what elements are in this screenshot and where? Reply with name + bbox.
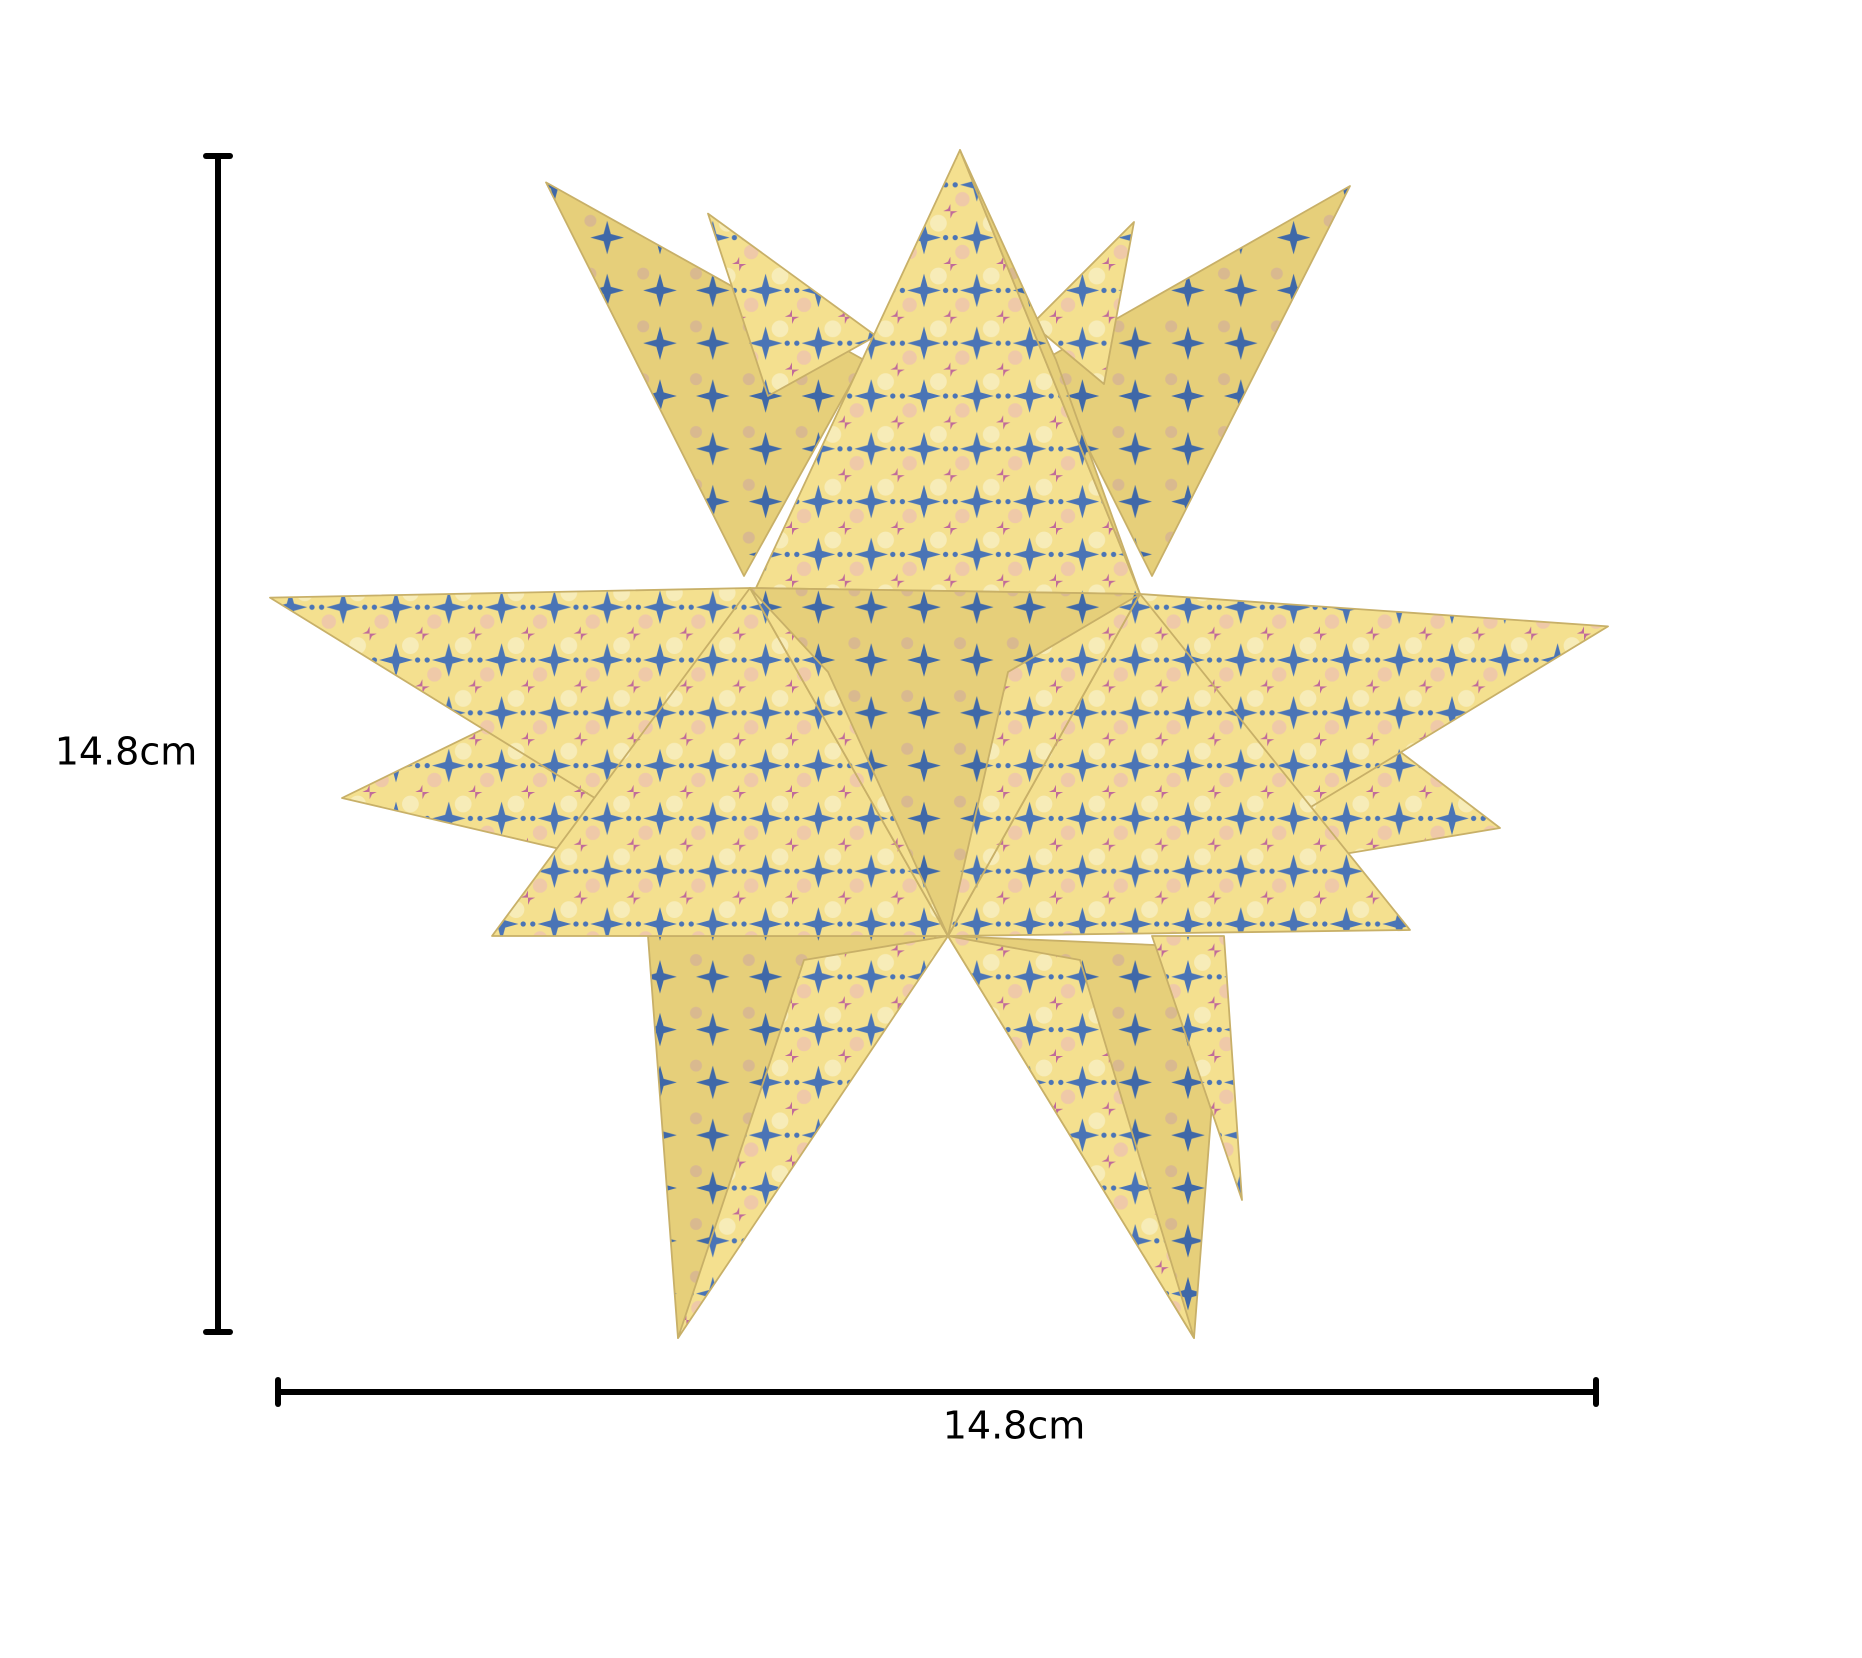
star-facet bbox=[749, 587, 949, 937]
star-facet bbox=[947, 593, 1141, 937]
star-facet bbox=[677, 935, 949, 1339]
star-point bbox=[1151, 935, 1243, 1201]
star-facet bbox=[947, 935, 1195, 1339]
star-point bbox=[1043, 185, 1351, 577]
height-label: 14.8cm bbox=[55, 730, 198, 774]
star-facet bbox=[959, 149, 1141, 595]
star-point bbox=[1031, 221, 1135, 385]
width-label: 14.8cm bbox=[943, 1404, 1086, 1448]
star-point bbox=[545, 181, 865, 577]
star-point bbox=[707, 212, 877, 397]
origami-star bbox=[269, 149, 1609, 1339]
